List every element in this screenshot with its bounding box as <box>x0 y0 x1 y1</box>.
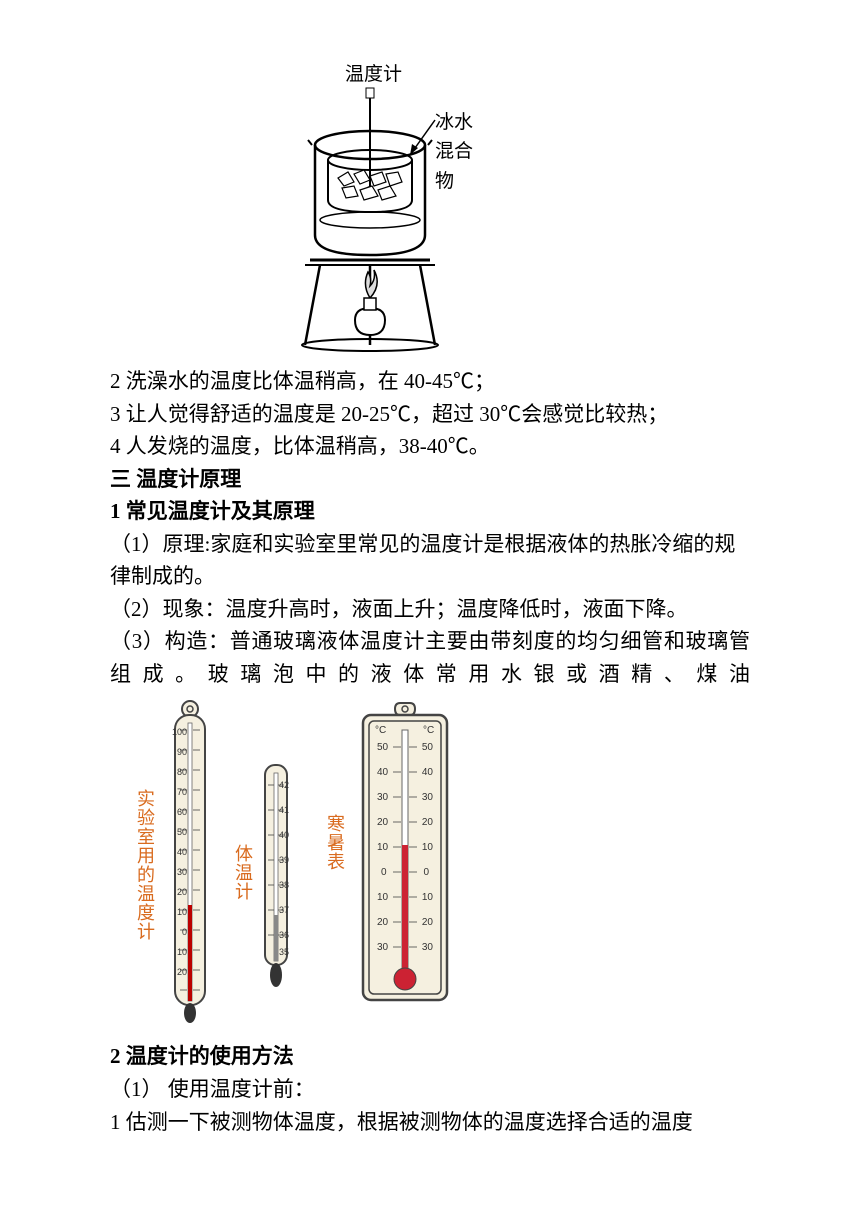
svg-text:30: 30 <box>422 792 434 803</box>
line-4: 4 人发烧的温度，比体温稍高，38-40℃。 <box>110 430 750 463</box>
svg-text:20: 20 <box>177 887 187 897</box>
svg-text:°C: °C <box>375 725 386 736</box>
label-ice-water: 冰水混合物 <box>435 108 490 196</box>
label-wall-thermometer: 寒暑表 <box>327 815 345 872</box>
svg-text:20: 20 <box>422 917 434 928</box>
para-estimate: 1 估测一下被测物体温度，根据被测物体的温度选择合适的温度 <box>110 1106 750 1139</box>
svg-text:40: 40 <box>422 767 434 778</box>
para-phenomenon: （2）现象：温度升高时，液面上升；温度降低时，液面下降。 <box>110 593 750 626</box>
label-lab-thermometer: 实验室用的温度计 <box>137 790 155 941</box>
svg-text:30: 30 <box>422 942 434 953</box>
figure-thermometers: 100 90 80 70 60 50 40 30 20 10 0 10 20 <box>105 695 485 1035</box>
para-structure: （3）构造：普通玻璃液体温度计主要由带刻度的均匀细管和玻璃管组成。玻璃泡中的液体… <box>110 625 750 690</box>
svg-text:10: 10 <box>177 947 187 957</box>
svg-text:41: 41 <box>279 805 289 815</box>
heading-3-1: 1 常见温度计及其原理 <box>110 495 750 528</box>
svg-text:50: 50 <box>177 827 187 837</box>
svg-text:0: 0 <box>182 927 187 937</box>
label-thermometer: 温度计 <box>345 60 402 89</box>
svg-text:70: 70 <box>177 787 187 797</box>
svg-text:35: 35 <box>279 947 289 957</box>
svg-text:80: 80 <box>177 767 187 777</box>
svg-text:°C: °C <box>423 725 434 736</box>
svg-text:100: 100 <box>172 727 187 737</box>
svg-text:10: 10 <box>422 842 434 853</box>
svg-text:39: 39 <box>279 855 289 865</box>
svg-text:30: 30 <box>377 792 389 803</box>
para-before-use: （1） 使用温度计前： <box>110 1073 750 1106</box>
svg-text:38: 38 <box>279 880 289 890</box>
svg-text:10: 10 <box>377 892 389 903</box>
svg-text:20: 20 <box>422 817 434 828</box>
svg-text:20: 20 <box>377 917 389 928</box>
thermometers-drawing: 100 90 80 70 60 50 40 30 20 10 0 10 20 <box>105 695 485 1035</box>
svg-text:50: 50 <box>422 742 434 753</box>
svg-text:37: 37 <box>279 905 289 915</box>
svg-text:10: 10 <box>177 907 187 917</box>
svg-text:30: 30 <box>177 867 187 877</box>
svg-text:10: 10 <box>377 842 389 853</box>
svg-text:36: 36 <box>279 930 289 940</box>
heading-3-2: 2 温度计的使用方法 <box>110 1040 750 1073</box>
line-3: 3 让人觉得舒适的温度是 20-25℃，超过 30℃会感觉比较热； <box>110 398 750 431</box>
setup-drawing <box>260 60 490 360</box>
svg-text:42: 42 <box>279 780 289 790</box>
svg-text:40: 40 <box>279 830 289 840</box>
para-principle: （1）原理:家庭和实验室里常见的温度计是根据液体的热胀冷缩的规律制成的。 <box>110 528 750 593</box>
heading-3: 三 温度计原理 <box>110 463 750 496</box>
svg-text:0: 0 <box>423 867 429 878</box>
svg-text:20: 20 <box>177 967 187 977</box>
svg-text:90: 90 <box>177 747 187 757</box>
svg-text:10: 10 <box>422 892 434 903</box>
svg-text:20: 20 <box>377 817 389 828</box>
svg-text:30: 30 <box>377 942 389 953</box>
svg-text:40: 40 <box>377 767 389 778</box>
svg-text:50: 50 <box>377 742 389 753</box>
svg-text:60: 60 <box>177 807 187 817</box>
svg-text:40: 40 <box>177 847 187 857</box>
figure-ice-water-setup: 温度计 冰水混合物 <box>260 60 490 360</box>
label-body-thermometer: 体温计 <box>235 845 253 902</box>
svg-text:0: 0 <box>381 867 387 878</box>
line-2: 2 洗澡水的温度比体温稍高，在 40-45℃； <box>110 365 750 398</box>
